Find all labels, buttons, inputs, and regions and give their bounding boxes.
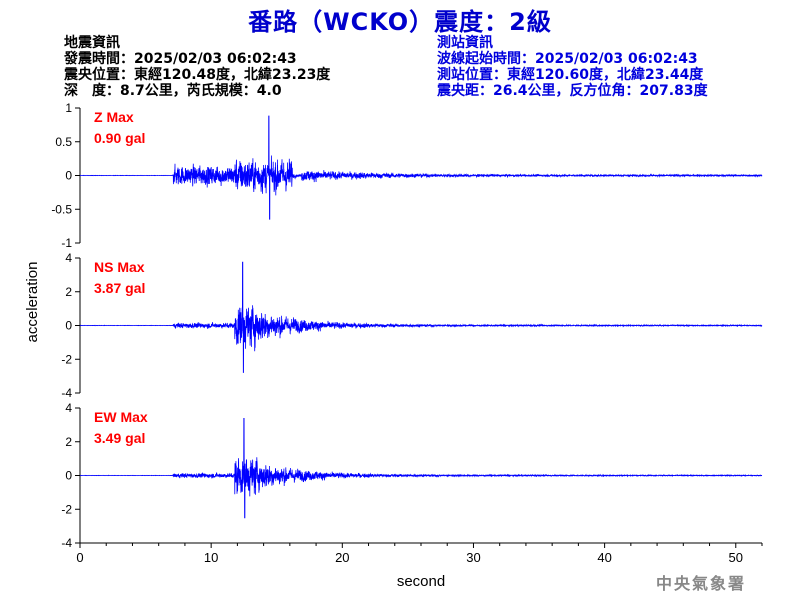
x-tick-label: 0 [76,550,83,565]
event-depth-magnitude: 深 度：8.7公里，芮氏規模：4.0 [64,83,282,99]
x-tick-label: 20 [335,550,349,565]
event-info-heading: 地震資訊 [64,35,120,51]
max-value-NS: 3.87 gal [94,280,145,296]
x-tick-label: 10 [204,550,218,565]
x-tick-label: 30 [466,550,480,565]
page-title: 番路（WCKO）震度：2級 [248,8,552,36]
y-tick-label-EW: 0 [65,469,72,483]
y-tick-label-Z: 1 [65,101,72,115]
y-tick-label-Z: 0.5 [55,135,72,149]
y-tick-label-NS: 0 [65,319,72,333]
y-tick-label-EW: 4 [65,401,72,415]
station-distance: 震央距：26.4公里，反方位角：207.83度 [437,83,708,99]
y-tick-label-Z: 0 [65,169,72,183]
waveform-trace-EW [80,417,763,519]
event-time: 發震時間：2025/02/03 06:02:43 [64,51,297,67]
y-axis-label: acceleration [24,262,41,343]
max-label-Z: Z Max [94,109,134,125]
y-tick-label-EW: 2 [65,435,72,449]
max-value-EW: 3.49 gal [94,430,145,446]
event-epicenter: 震央位置：東經120.48度，北緯23.23度 [64,67,331,83]
footer-agency: 中央氣象署 [656,574,747,593]
y-tick-label-EW: -4 [61,536,72,550]
y-tick-label-NS: 4 [65,251,72,265]
x-tick-label: 40 [597,550,611,565]
max-label-EW: EW Max [94,409,148,425]
station-location: 測站位置：東經120.60度，北緯23.44度 [437,67,704,83]
event-info: 地震資訊 發震時間：2025/02/03 06:02:43 震央位置：東經120… [64,35,330,99]
station-info-heading: 測站資訊 [437,35,493,51]
x-axis-label: second [397,573,445,590]
x-tick-label: 50 [729,550,743,565]
y-tick-label-NS: -2 [61,352,72,366]
max-value-Z: 0.90 gal [94,130,145,146]
y-tick-label-Z: -1 [61,236,72,250]
station-info: 測站資訊 波線起始時間：2025/02/03 06:02:43 測站位置：東經1… [437,35,708,99]
station-wave-start: 波線起始時間：2025/02/03 06:02:43 [437,51,698,67]
waveform-trace-NS [79,261,763,373]
y-tick-label-EW: -2 [61,502,72,516]
y-tick-label-NS: 2 [65,285,72,299]
y-tick-label-NS: -4 [61,386,72,400]
max-label-NS: NS Max [94,259,145,275]
y-tick-label-Z: -0.5 [51,202,72,216]
waveform-trace-Z [79,115,763,220]
